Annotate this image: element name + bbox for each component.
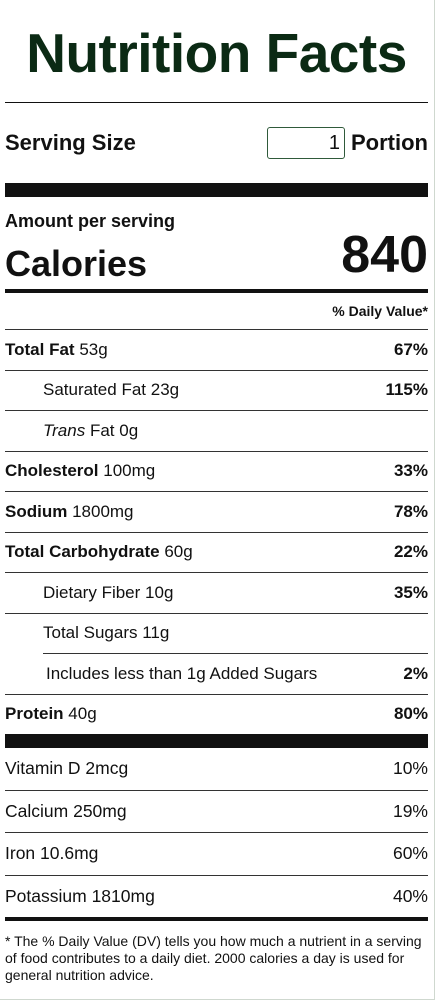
vitamin-dv: 40% [392,885,428,906]
footnote: * The % Daily Value (DV) tells you how m… [5,933,422,983]
vitamin-dv: 60% [392,843,428,864]
label-title: Nutrition Facts [26,22,407,84]
vitamin-amount: 2mcg [85,758,129,779]
nutrient-name: Total Sugars [43,623,138,643]
vitamin-name: Iron [5,843,36,864]
nutrient-row-total-fat: Total Fat 53g 67% [5,330,428,370]
nutrient-row-total-sugars: Total Sugars 11g [5,614,428,654]
divider [5,102,428,103]
nutrient-name: Dietary Fiber [43,582,141,602]
nutrient-name: Total Fat [5,339,75,359]
serving-size-input[interactable] [267,127,345,159]
serving-unit-label: Portion [351,130,428,155]
calories-label: Calories [5,243,148,284]
nutrient-name: Total Carbohydrate [5,542,160,562]
nutrient-amount: 10g [145,582,174,602]
vitamin-name: Potassium [5,885,87,906]
nutrient-row-trans-fat: Trans Fat 0g [5,411,428,451]
thick-divider [5,734,428,748]
nutrient-name: Saturated Fat [43,380,147,400]
nutrient-row-total-carbohydrate: Total Carbohydrate 60g 22% [5,533,428,573]
serving-size-control: Portion [267,127,428,159]
calories-value: 840 [341,226,428,284]
serving-size-row: Serving Size Portion [5,103,428,183]
vitamin-dv: 10% [392,758,428,779]
nutrient-amount: 0g [119,420,139,440]
thick-divider [5,183,428,197]
nutrient-name: Protein [5,704,64,724]
nutrient-amount: 23g [150,380,180,400]
vitamin-amount: 250mg [73,800,127,821]
vitamin-row-calcium: Calcium 250mg 19% [5,791,428,833]
nutrient-amount: 40g [68,704,97,724]
nutrient-amount: 100mg [103,461,156,481]
vitamin-name: Calcium [5,800,69,821]
nutrient-row-dietary-fiber: Dietary Fiber 10g 35% [5,573,428,613]
nutrient-amount: 1800mg [72,501,134,521]
nutrient-amount: 11g [142,623,170,643]
nutrient-row-added-sugars: Includes less than 1g Added Sugars 2% [5,654,428,694]
serving-size-label: Serving Size [5,130,136,155]
nutrient-name: Cholesterol [5,461,99,481]
nutrient-row-protein: Protein 40g 80% [5,695,428,735]
nutrient-dv: 78% [393,501,428,521]
nutrient-name: Sodium [5,501,68,521]
nutrient-dv: 67% [393,339,428,359]
medium-divider [5,289,428,293]
nutrient-dv: 33% [393,461,428,481]
vitamin-row-iron: Iron 10.6mg 60% [5,833,428,875]
vitamin-row-vitamin-d: Vitamin D 2mcg 10% [5,748,428,790]
nutrient-dv: 22% [393,542,428,562]
nutrient-name: Includes less than 1g Added Sugars [46,663,318,683]
nutrient-row-cholesterol: Cholesterol 100mg 33% [5,452,428,492]
vitamin-amount: 10.6mg [40,843,99,864]
nutrient-row-sodium: Sodium 1800mg 78% [5,492,428,532]
nutrient-amount: 53g [79,339,108,359]
nutrient-name: Fat [89,420,115,440]
nutrient-row-saturated-fat: Saturated Fat 23g 115% [5,371,428,411]
nutrient-dv: 35% [393,582,428,602]
vitamin-dv: 19% [392,800,428,821]
nutrient-dv: 2% [403,663,428,683]
nutrient-name-prefix: Trans [43,420,86,440]
nutrient-dv: 115% [385,380,428,400]
medium-divider [5,917,428,921]
vitamin-name: Vitamin D [5,758,81,779]
vitamin-row-potassium: Potassium 1810mg 40% [5,876,428,918]
daily-value-header: % Daily Value* [332,303,428,319]
calories-block: Amount per serving Calories 840 [5,197,428,289]
vitamin-amount: 1810mg [91,885,155,906]
amount-per-serving: Amount per serving [5,211,176,231]
nutrient-amount: 60g [164,542,193,562]
nutrient-dv: 80% [393,704,428,724]
